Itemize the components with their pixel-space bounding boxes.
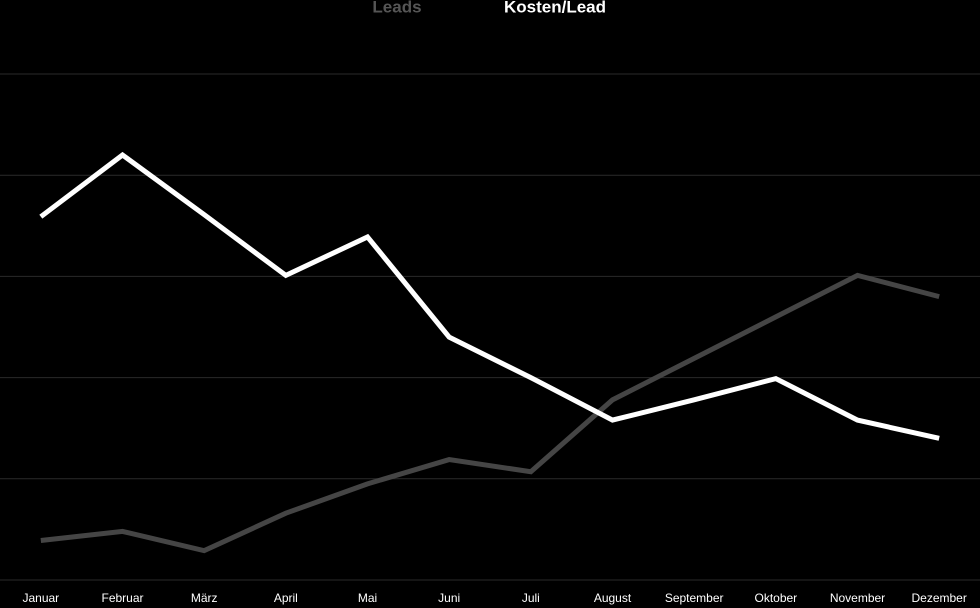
x-tick-label: Juli — [522, 591, 540, 605]
x-tick-label: April — [274, 591, 298, 605]
x-tick-label: August — [594, 591, 632, 605]
series-line — [39, 151, 940, 441]
x-tick-label: Dezember — [911, 591, 966, 605]
x-tick-label: Mai — [358, 591, 377, 605]
x-tick-label: November — [830, 591, 885, 605]
x-tick-label: Oktober — [754, 591, 797, 605]
x-tick-label: September — [665, 591, 724, 605]
legend-label: Kosten/Lead — [504, 0, 606, 16]
x-tick-label: März — [191, 591, 218, 605]
series-line — [40, 272, 940, 554]
x-tick-label: Februar — [101, 591, 143, 605]
legend-label: Leads — [372, 0, 421, 16]
x-tick-label: Juni — [438, 591, 460, 605]
x-tick-label: Januar — [22, 591, 59, 605]
